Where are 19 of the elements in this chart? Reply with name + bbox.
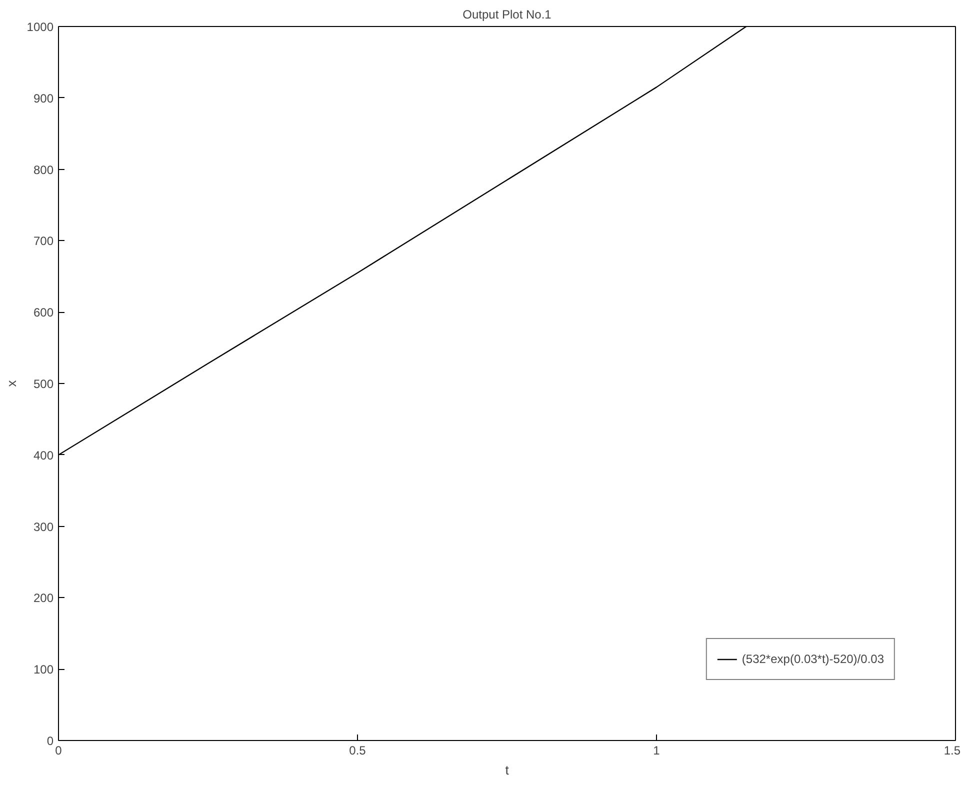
y-tick-label: 500 — [33, 377, 54, 391]
x-tick-label: 0 — [55, 744, 62, 758]
y-tick-label: 900 — [33, 91, 54, 106]
y-tick-label: 0 — [46, 734, 54, 748]
y-tick-label: 300 — [33, 520, 54, 534]
y-tick-label: 800 — [33, 162, 54, 177]
y-tick-label: 600 — [33, 306, 54, 320]
chart-title: Output Plot No.1 — [462, 8, 552, 22]
x-tick-label: 1.5 — [944, 744, 961, 758]
y-axis-title: x — [4, 380, 19, 387]
x-tick-label: 1 — [653, 744, 660, 758]
y-tick-label: 200 — [33, 591, 54, 606]
legend-label: (532*exp(0.03*t)-520)/0.03 — [742, 652, 884, 666]
x-axis-title: t — [505, 762, 510, 778]
x-tick-label: 0.5 — [349, 744, 366, 758]
y-tick-label: 100 — [33, 662, 54, 677]
y-tick-label: 700 — [33, 234, 54, 248]
y-tick-label: 1000 — [26, 20, 54, 34]
y-tick-label: 400 — [33, 448, 54, 462]
